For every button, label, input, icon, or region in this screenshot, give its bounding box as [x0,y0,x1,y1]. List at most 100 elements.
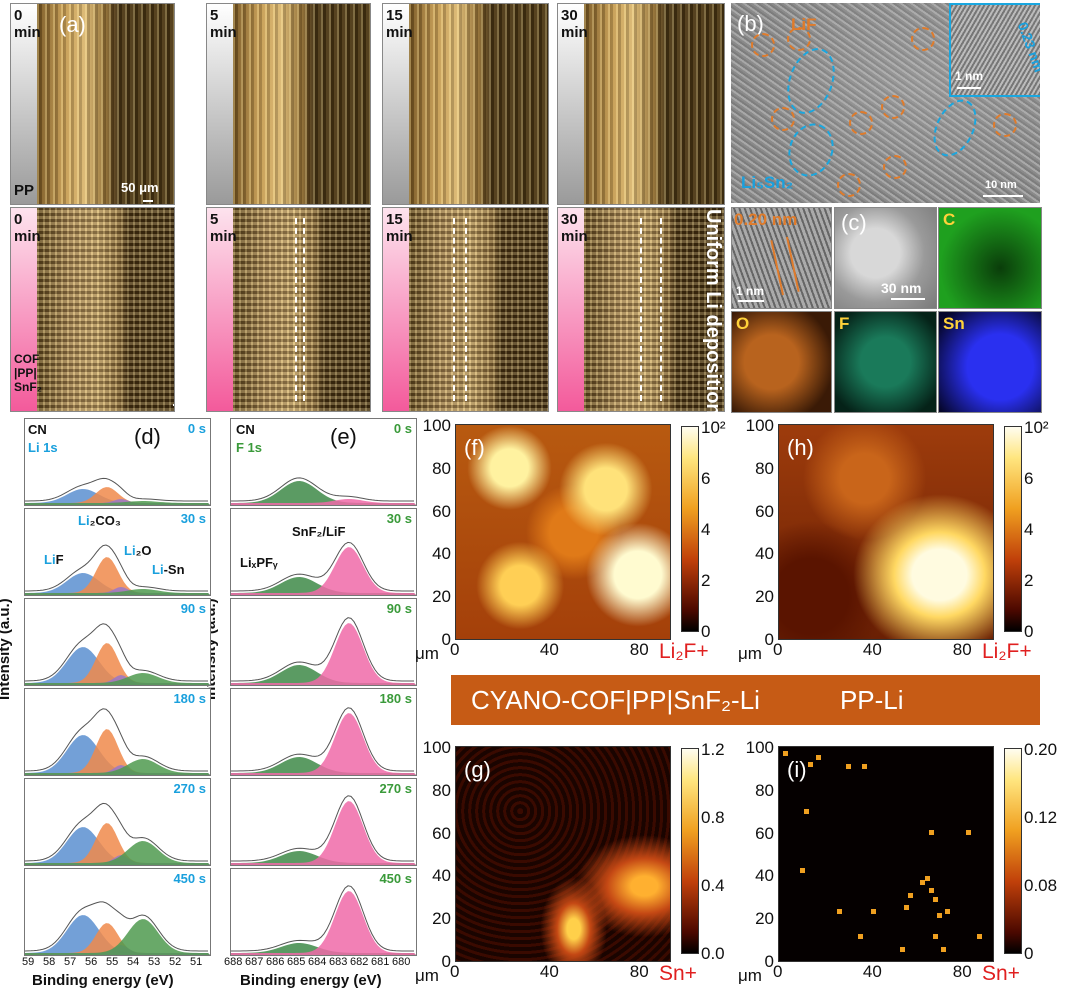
hrtem-scalebar: 1 nm [736,284,765,298]
xps-time-label: 180 s [173,691,206,706]
map-xtick: 40 [862,962,882,981]
haadf-scalebar: 30 nm [881,280,922,296]
sn-spot [816,755,822,761]
map-unit: μm [738,966,762,985]
xps-peak [25,923,210,955]
xps-e-sample: CN [236,422,255,437]
pp-5min-image: 5 min [206,3,371,205]
xps-spectrum-2: 90 s [230,598,417,686]
xps-e-xlabel: Binding energy (eV) [240,972,382,989]
lixpfy-annotation: LiₓPFᵧ [240,555,278,570]
xps-xtick: 688 [224,956,243,968]
map-ytick: 100 [422,738,451,757]
xps-peak [25,489,210,505]
eds-map-sn: Sn [938,311,1042,413]
xps-spectrum-5: 450 s [230,868,417,956]
xps-peak [231,547,416,595]
colorbar-tick: 0.4 [701,876,725,895]
panel-d-label: (d) [134,424,161,449]
colorbar-tick: 6 [701,469,711,488]
map-xtick: 0 [773,640,783,659]
map-ytick: 60 [755,823,774,843]
li5sn2-label: Li₅Sn₂ [741,173,794,192]
xps-peak [25,673,210,685]
map-unit: μm [738,644,762,663]
sn-spot [899,946,905,952]
sn-spot [862,763,868,769]
xps-peak [25,487,210,505]
banner-left: CYANO-COF|PP|SnF₂-Li [471,684,760,715]
xps-time-label: 450 s [173,871,206,886]
colorbar-tick: 0 [701,622,711,641]
sn-spot [858,934,864,940]
sample-banner: CYANO-COF|PP|SnF₂-Li PP-Li [451,675,1040,725]
map-ytick: 0 [441,630,451,649]
sn-spot [845,763,851,769]
xps-peak [25,827,210,865]
map-ytick: 80 [432,458,451,478]
inset-spacing: 0.23 nm [1014,19,1040,75]
colorbar [681,426,699,632]
xps-envelope [25,802,209,862]
colorbar-tick: 1.2 [701,740,725,759]
sn-spot [945,909,951,915]
sn-spot [808,761,814,767]
xps-xtick: 52 [169,956,182,968]
xps-spectrum-0: 0 s [24,418,211,506]
xps-peak [25,589,210,595]
hrtem-image: 0.20 nm 1 nm [731,207,832,309]
xps-xtick: 57 [64,956,77,968]
xps-xtick: 51 [190,956,203,968]
xps-peak [231,757,416,775]
tof-panel-label: (i) [787,757,807,782]
lattice-spacing: 0.20 nm [734,210,798,229]
xps-envelope [231,885,415,952]
sn-spot [837,909,843,915]
scale-bar [143,200,153,202]
xps-xtick: 55 [106,956,119,968]
xps-peak [231,943,416,955]
xps-peak [25,729,210,775]
xps-time-label: 0 s [187,421,206,436]
xps-peak [25,557,210,595]
tof-map-sn_cof: (g) [455,746,671,962]
xps-xtick: 54 [127,956,140,968]
sn-spot [803,809,809,815]
hrtem-inset: 0.23 nm 1 nm [949,3,1040,97]
colorbar [1004,748,1022,954]
cof-15min-image: 15 min [382,207,549,412]
sn-spot [903,905,909,911]
map-ytick: 80 [755,780,774,800]
xps-peak [231,623,416,685]
xps-time-label: 90 s [386,601,412,616]
xps-time-label: 180 s [379,691,412,706]
xps-xtick: 680 [392,956,411,968]
eds-map-o: O [731,311,832,413]
xps-spectrum-2: 90 s [24,598,211,686]
time-label: 30 min [561,7,588,41]
xps-peak [25,573,210,595]
xps-xtick: 683 [329,956,348,968]
tof-panel-label: (g) [464,757,491,782]
side-text-box: Uniform Li deposition [690,205,726,416]
eds-map-label: Sn [943,314,965,333]
xps-xtick: 684 [308,956,327,968]
xps-time-label: 270 s [173,781,206,796]
xps-envelope [25,477,209,502]
uniform-li-deposition-label: Uniform Li deposition [702,209,724,416]
map-xtick: 0 [450,640,460,659]
sn-spot [937,913,943,919]
xps-peak [25,841,210,865]
sn-spot [799,867,805,873]
pp-30min-image: 30 min [557,3,725,205]
xps-envelope [231,707,415,772]
map-ytick: 60 [432,501,451,521]
sn-spot [928,888,934,894]
xps-xtick: 682 [350,956,369,968]
xps-peak [25,823,210,865]
xps-spectrum-3: 180 s [230,688,417,776]
li2o-annotation: Li₂O [124,543,152,558]
time-label: 5 min [210,211,237,245]
map-xtick: 40 [539,962,559,981]
map-ytick: 40 [432,866,451,886]
